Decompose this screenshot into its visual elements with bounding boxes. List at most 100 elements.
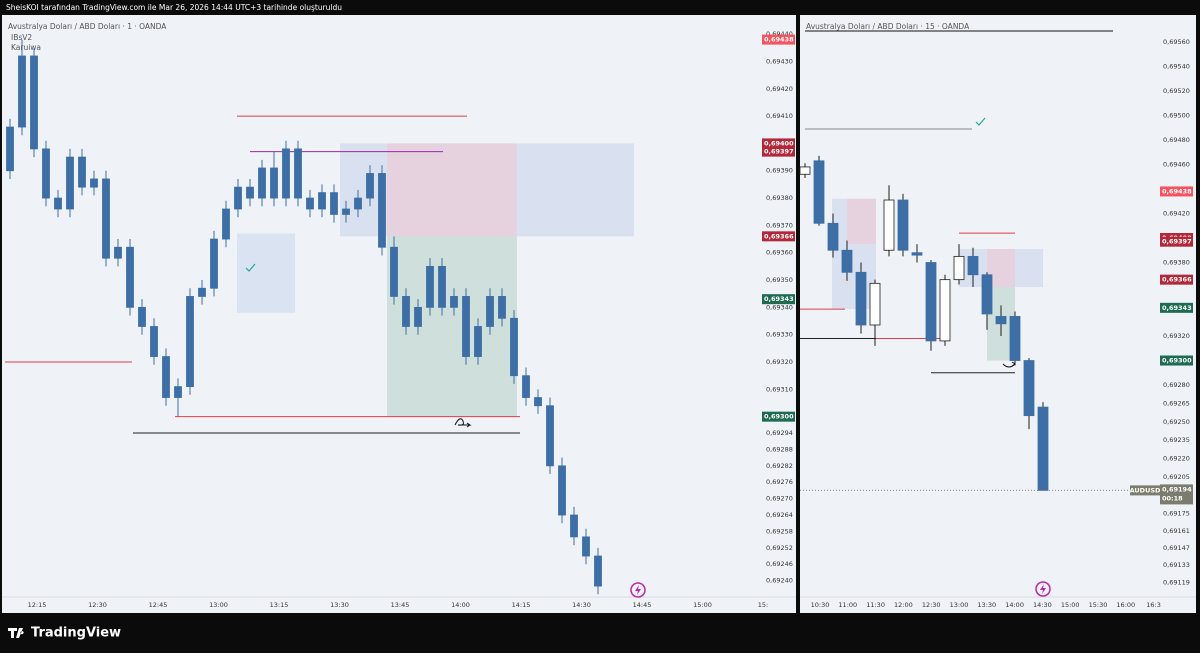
candle-body: [234, 186, 242, 210]
x-tick-label: 13:30: [977, 601, 996, 609]
candle-body: [883, 199, 895, 251]
price-tag: [762, 411, 795, 422]
x-tick-label: 13:00: [950, 601, 969, 609]
candle-body: [54, 197, 62, 210]
candle-body: [330, 192, 338, 215]
last-price-tag: [1160, 484, 1193, 505]
chart-title: Avustralya Doları / ABD Doları · 1 · OAN…: [8, 22, 167, 31]
candle-body: [1023, 360, 1035, 417]
candle-body: [438, 265, 446, 308]
price-tag-label: 0,69343: [764, 295, 794, 303]
candle-body: [306, 197, 314, 210]
x-tick-label: 16:00: [1116, 601, 1135, 609]
candle-body: [486, 296, 494, 327]
price-tag: [1160, 355, 1193, 366]
candle-body: [911, 252, 923, 256]
price-tag-label: 0,69397: [764, 148, 794, 156]
y-tick-label: 0,69430: [766, 57, 793, 65]
candle-body: [582, 536, 590, 557]
x-tick-label: 12:00: [894, 601, 913, 609]
y-tick-label: 0,69380: [1163, 259, 1190, 267]
y-tick-label: 0,69282: [766, 462, 793, 470]
y-tick-label: 0,69175: [1163, 510, 1190, 518]
candle-body: [318, 192, 326, 210]
x-tick-label: 14:30: [1033, 601, 1052, 609]
y-tick-label: 0,69310: [766, 385, 793, 393]
candle-body: [270, 167, 278, 199]
price-tag-label: 0,69366: [1162, 276, 1192, 284]
x-tick-label: 11:30: [866, 601, 885, 609]
price-tag: [1160, 236, 1193, 247]
y-tick-label: 0,69420: [1163, 209, 1190, 217]
y-tick-label: 0,69246: [766, 560, 793, 568]
brand: TradingView: [31, 626, 121, 641]
candle-body: [981, 274, 993, 315]
candle-body: [246, 186, 254, 199]
symbol-tag: [1130, 485, 1160, 496]
y-tick-label: 0,69420: [766, 85, 793, 93]
countdown: 00:18: [1162, 494, 1183, 502]
candle-body: [534, 397, 542, 407]
price-tag-label: 0,69366: [764, 232, 794, 240]
candle-body: [855, 271, 867, 326]
candle-body: [474, 326, 482, 357]
candle-body: [198, 287, 206, 297]
x-tick-label: 14:45: [633, 601, 652, 609]
price-tag-label: 0,69397: [1162, 238, 1192, 246]
candle-body: [18, 55, 26, 128]
candle-body: [813, 160, 825, 224]
x-tick-label: 11:00: [838, 601, 857, 609]
price-tag: [762, 34, 795, 45]
y-tick-label: 0,69264: [766, 511, 793, 519]
symbol-label: AUDUSD: [1130, 486, 1161, 494]
candle-body: [939, 279, 951, 342]
indicator-name: Karuiwa: [11, 43, 41, 52]
x-tick-label: 13:45: [391, 601, 410, 609]
y-tick-label: 0,69540: [1163, 62, 1190, 70]
candle-body: [841, 249, 853, 273]
y-tick-label: 0,69252: [766, 544, 793, 552]
candle-body: [414, 306, 422, 327]
x-tick-label: 14:00: [451, 601, 470, 609]
y-tick-label: 0,69205: [1163, 473, 1190, 481]
x-tick-label: 13:30: [330, 601, 349, 609]
y-tick-label: 0,69390: [766, 167, 793, 175]
candle-body: [925, 262, 937, 342]
logo: [8, 628, 24, 638]
candle-body: [498, 296, 506, 319]
candle-body: [138, 306, 146, 327]
candle-body: [799, 166, 811, 175]
y-tick-label: 0,69320: [1163, 332, 1190, 340]
candle-body: [953, 255, 965, 281]
price-tag: [762, 138, 795, 149]
y-tick-label: 0,69360: [766, 249, 793, 257]
price-tag-label: 0,69300: [764, 413, 794, 421]
candle-body: [342, 208, 350, 215]
zone: [237, 233, 295, 313]
y-tick-label: 0,69560: [1163, 38, 1190, 46]
candle-body: [1009, 316, 1021, 361]
candle-body: [90, 178, 98, 188]
x-tick-label: 15:00: [693, 601, 712, 609]
x-tick-label: 15:00: [1061, 601, 1080, 609]
price-tag: [1160, 186, 1193, 197]
candle-body: [30, 55, 38, 150]
y-tick-label: 0,69280: [1163, 381, 1190, 389]
x-tick-label: 12:15: [28, 601, 47, 609]
y-tick-label: 0,69250: [1163, 418, 1190, 426]
indicator-name: IBsV2: [11, 33, 32, 42]
y-tick-label: 0,69350: [766, 276, 793, 284]
x-tick-label: 14:15: [512, 601, 531, 609]
y-tick-label: 0,69330: [766, 331, 793, 339]
candle-body: [510, 317, 518, 377]
chart-title: Avustralya Doları / ABD Doları · 15 · OA…: [806, 22, 970, 31]
candle-body: [426, 265, 434, 308]
candle-body: [294, 148, 302, 199]
y-tick-label: 0,69133: [1163, 561, 1190, 569]
x-tick-label: 15:30: [1089, 601, 1108, 609]
candle-body: [594, 555, 602, 587]
candle-body: [450, 296, 458, 308]
y-tick-label: 0,69220: [1163, 455, 1190, 463]
